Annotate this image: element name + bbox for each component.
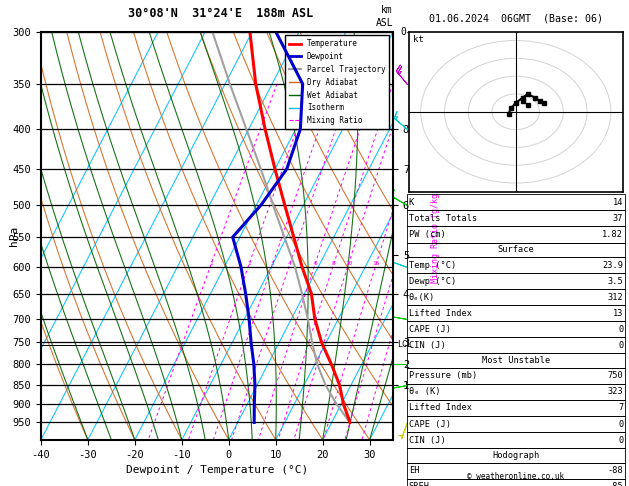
Text: 3.5: 3.5 <box>608 277 623 286</box>
Text: 0: 0 <box>618 419 623 429</box>
Text: EH: EH <box>409 466 420 475</box>
Text: Totals Totals: Totals Totals <box>409 214 477 223</box>
Text: 312: 312 <box>608 293 623 302</box>
Text: 15: 15 <box>372 261 380 266</box>
Text: Mixing Ratio (g/kg): Mixing Ratio (g/kg) <box>431 188 440 283</box>
Text: CAPE (J): CAPE (J) <box>409 325 451 334</box>
Text: 1.82: 1.82 <box>603 230 623 239</box>
Text: 3: 3 <box>271 261 274 266</box>
Text: Lifted Index: Lifted Index <box>409 309 472 318</box>
Text: 14: 14 <box>613 198 623 207</box>
Text: 0: 0 <box>618 341 623 350</box>
Text: CAPE (J): CAPE (J) <box>409 419 451 429</box>
Text: 4: 4 <box>288 261 292 266</box>
Text: © weatheronline.co.uk: © weatheronline.co.uk <box>467 472 564 481</box>
Text: 30°08'N  31°24'E  188m ASL: 30°08'N 31°24'E 188m ASL <box>128 7 313 20</box>
Text: 0: 0 <box>618 325 623 334</box>
Text: Surface: Surface <box>498 245 534 254</box>
Legend: Temperature, Dewpoint, Parcel Trajectory, Dry Adiabat, Wet Adiabat, Isotherm, Mi: Temperature, Dewpoint, Parcel Trajectory… <box>286 35 389 129</box>
Text: 323: 323 <box>608 387 623 397</box>
Text: Temp (°C): Temp (°C) <box>409 260 456 270</box>
Text: 23.9: 23.9 <box>603 260 623 270</box>
Text: PW (cm): PW (cm) <box>409 230 445 239</box>
Text: 01.06.2024  06GMT  (Base: 06): 01.06.2024 06GMT (Base: 06) <box>429 14 603 24</box>
Text: 37: 37 <box>613 214 623 223</box>
Text: CIN (J): CIN (J) <box>409 341 445 350</box>
Text: -85: -85 <box>608 482 623 486</box>
Text: Most Unstable: Most Unstable <box>482 356 550 365</box>
Text: SREH: SREH <box>409 482 430 486</box>
Text: 0: 0 <box>400 27 406 36</box>
Text: 13: 13 <box>613 309 623 318</box>
X-axis label: Dewpoint / Temperature (°C): Dewpoint / Temperature (°C) <box>126 465 308 475</box>
Text: -88: -88 <box>608 466 623 475</box>
Text: km: km <box>381 5 393 15</box>
Text: 10: 10 <box>345 261 352 266</box>
Text: Pressure (mb): Pressure (mb) <box>409 371 477 381</box>
Text: 25: 25 <box>409 261 416 266</box>
Text: kt: kt <box>413 35 424 44</box>
Text: Lifted Index: Lifted Index <box>409 403 472 413</box>
Text: 20: 20 <box>392 261 400 266</box>
Text: 750: 750 <box>608 371 623 381</box>
Text: θₑ(K): θₑ(K) <box>409 293 435 302</box>
Text: CIN (J): CIN (J) <box>409 435 445 445</box>
Text: Hodograph: Hodograph <box>492 451 540 460</box>
Text: 2: 2 <box>247 261 251 266</box>
Text: θₑ (K): θₑ (K) <box>409 387 440 397</box>
Text: LCL: LCL <box>397 340 411 349</box>
Text: 8: 8 <box>332 261 336 266</box>
Text: hPa: hPa <box>9 226 19 246</box>
Text: Dewp (°C): Dewp (°C) <box>409 277 456 286</box>
Text: 0: 0 <box>618 435 623 445</box>
Text: 7: 7 <box>618 403 623 413</box>
Text: ASL: ASL <box>376 17 393 28</box>
Text: 6: 6 <box>313 261 317 266</box>
Text: K: K <box>409 198 414 207</box>
Text: 1: 1 <box>209 261 213 266</box>
